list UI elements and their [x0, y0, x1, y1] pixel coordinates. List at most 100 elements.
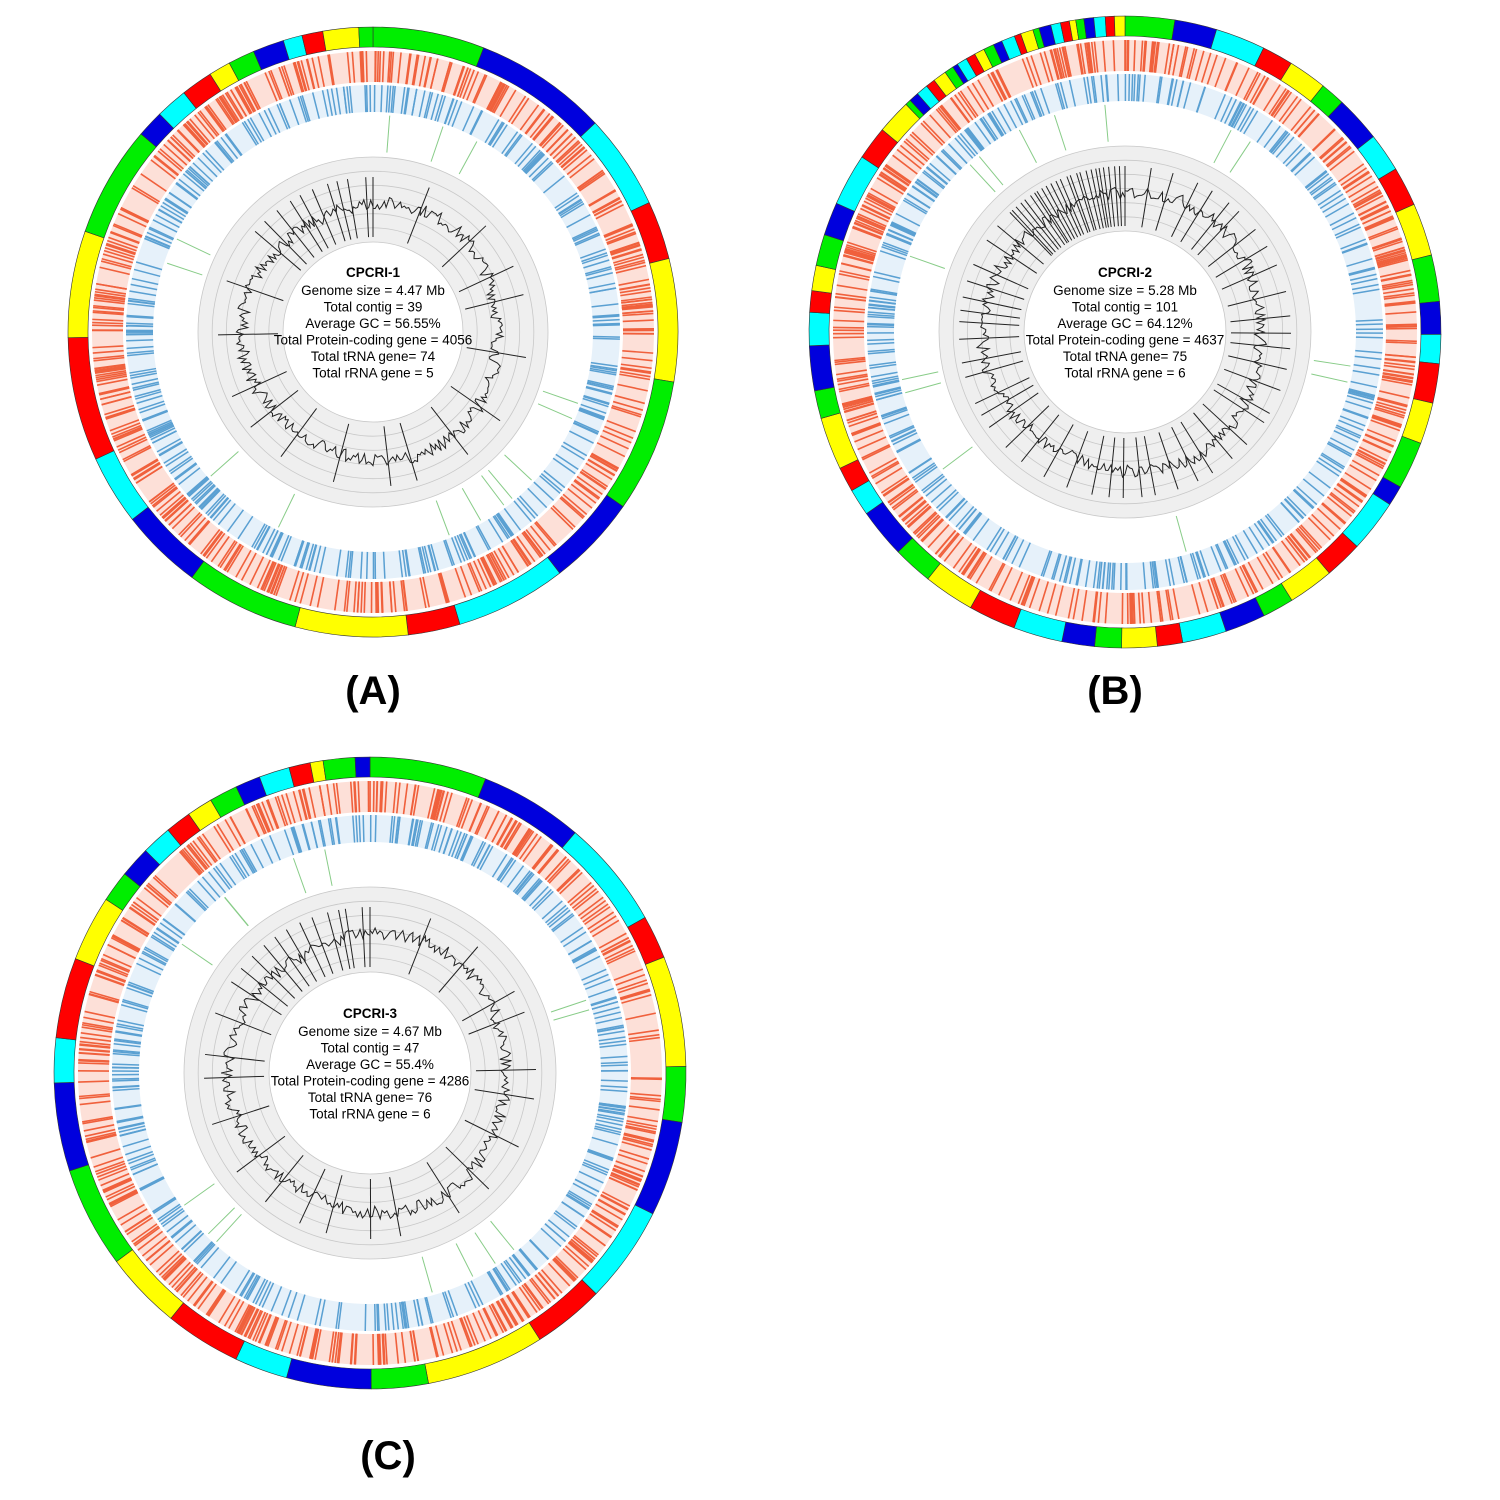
reverse-gene	[1108, 562, 1112, 590]
reverse-gene	[281, 1289, 292, 1316]
forward-gene	[1329, 150, 1355, 172]
forward-gene	[567, 1241, 593, 1264]
reverse-gene	[385, 85, 389, 113]
reverse-gene	[581, 968, 607, 981]
forward-gene	[96, 1165, 127, 1178]
reverse-gene	[1354, 355, 1382, 360]
forward-gene	[629, 1095, 661, 1101]
reverse-gene	[589, 287, 617, 294]
reverse-gene	[171, 1220, 193, 1239]
contig-boundary	[465, 294, 524, 310]
reverse-gene	[301, 823, 310, 851]
reverse-gene	[1317, 189, 1342, 206]
reverse-gene	[448, 830, 459, 857]
contig-boundary	[361, 907, 366, 968]
reverse-gene	[469, 109, 483, 135]
contig-boundary	[959, 336, 1020, 340]
contig-boundary	[458, 265, 514, 293]
reverse-gene	[226, 509, 245, 533]
forward-gene	[842, 398, 874, 409]
reverse-gene	[239, 1272, 255, 1297]
reverse-gene	[506, 865, 525, 888]
gc-gridline	[952, 159, 1298, 505]
reverse-gene	[555, 453, 579, 471]
forward-gene	[998, 566, 1013, 596]
forward-gene	[1364, 215, 1394, 230]
contig-boundary	[1171, 426, 1199, 482]
reverse-gene	[941, 150, 962, 171]
reverse-gene	[1350, 277, 1378, 285]
forward-gene	[95, 288, 127, 295]
reverse-gene	[1342, 407, 1369, 419]
forward-gene	[1154, 41, 1160, 73]
reverse-gene	[581, 252, 608, 263]
reverse-gene	[487, 518, 504, 543]
forward-gene	[113, 428, 143, 442]
forward-gene	[327, 54, 334, 86]
reverse-gene	[594, 1127, 621, 1136]
forward-gene	[580, 899, 607, 920]
contig-boundary	[389, 1177, 402, 1237]
forward-gene	[126, 1216, 154, 1236]
reverse-gene	[403, 1301, 410, 1329]
reverse-gene	[118, 1122, 145, 1130]
forward-gene	[589, 1213, 617, 1232]
rna-gene	[474, 1232, 496, 1264]
forward-gene	[205, 1288, 225, 1316]
reverse-gene	[412, 819, 419, 847]
forward-gene	[598, 1198, 626, 1215]
reverse-gene	[1263, 125, 1281, 148]
reverse-gene	[463, 531, 477, 558]
reverse-gene	[185, 170, 207, 190]
forward-gene	[598, 932, 627, 949]
reverse-gene	[411, 819, 418, 846]
forward-gene	[845, 245, 876, 257]
reverse-gene	[269, 835, 281, 861]
forward-gene	[302, 788, 312, 819]
reverse-gene	[598, 1108, 625, 1115]
reverse-gene	[948, 500, 968, 522]
forward-gene	[622, 1137, 653, 1148]
forward-gene	[1245, 72, 1261, 102]
forward-gene	[619, 1149, 650, 1160]
forward-gene	[564, 1245, 590, 1268]
reverse-gene	[524, 153, 545, 174]
reverse-gene	[460, 835, 473, 862]
forward-gene	[78, 1093, 110, 1098]
forward-gene	[578, 171, 605, 191]
forward-gene	[914, 512, 938, 536]
reverse-gene	[308, 544, 317, 571]
forward-gene	[530, 1277, 552, 1304]
forward-gene	[234, 1304, 251, 1333]
contig-boundary	[383, 426, 392, 487]
forward-gene	[331, 1331, 338, 1363]
reverse-gene	[280, 535, 292, 562]
reverse-gene	[579, 248, 606, 259]
reverse-gene	[551, 912, 574, 931]
reverse-gene	[1086, 76, 1092, 104]
forward-gene	[155, 1250, 180, 1273]
reverse-gene	[127, 352, 155, 357]
forward-gene	[107, 239, 137, 252]
forward-gene	[567, 881, 592, 904]
forward-gene	[491, 1303, 508, 1332]
reverse-gene	[174, 462, 197, 480]
forward-gene	[505, 1294, 524, 1323]
reverse-gene	[869, 296, 897, 302]
reverse-gene	[1322, 197, 1347, 213]
forward-gene	[580, 470, 607, 490]
forward-gene	[499, 819, 517, 848]
forward-gene	[525, 529, 546, 555]
reverse-gene	[201, 876, 221, 898]
contig-boundary	[251, 955, 296, 999]
reverse-gene	[888, 424, 915, 438]
forward-gene	[592, 197, 621, 214]
reverse-gene	[162, 1209, 185, 1228]
forward-gene	[838, 384, 870, 393]
forward-gene	[861, 204, 891, 219]
forward-gene	[1370, 419, 1401, 432]
forward-gene	[585, 462, 613, 481]
map-stat: Genome size = 4.67 Mb	[298, 1024, 442, 1039]
reverse-gene	[890, 222, 916, 236]
contig-boundary	[959, 321, 1020, 326]
